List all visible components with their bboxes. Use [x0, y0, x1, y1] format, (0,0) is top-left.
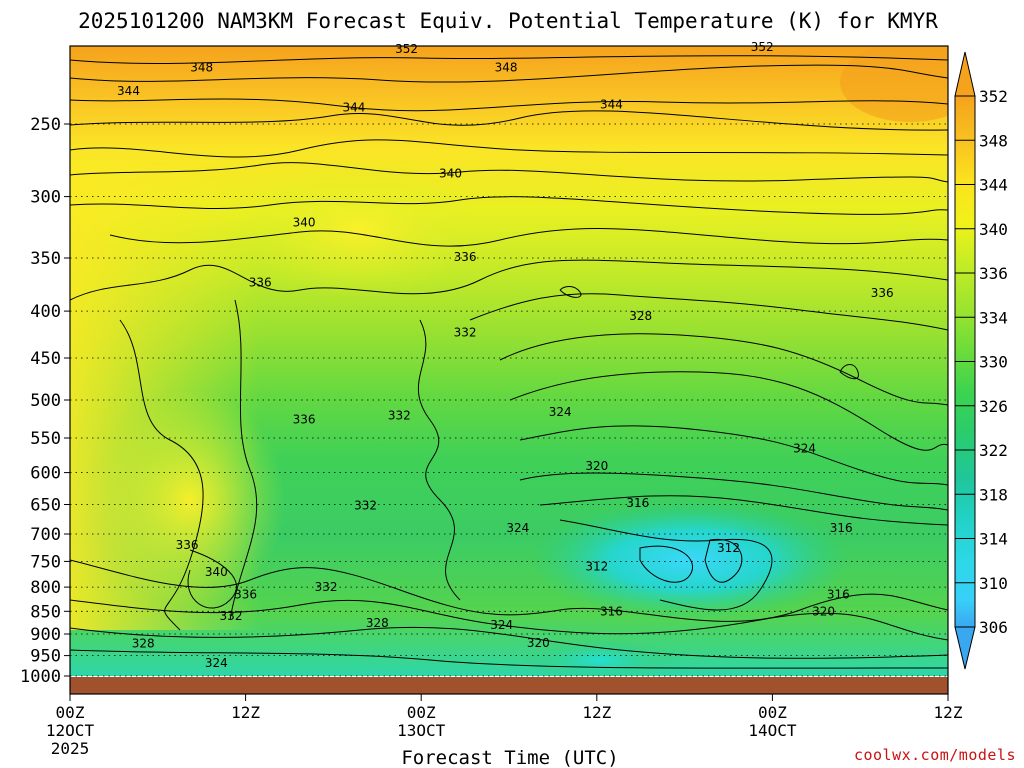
- colorbar: 352 348 344 340 336 334 330 326 322 318 314 310 306: [954, 51, 1008, 670]
- y-tick-label: 350: [30, 249, 61, 269]
- contour-label: 324: [506, 521, 529, 535]
- contour-label: 332: [315, 580, 338, 594]
- y-tick-label: 600: [30, 464, 61, 484]
- y-tick-label: 400: [30, 302, 61, 322]
- contour-label: 320: [585, 459, 608, 473]
- contour-label: 344: [600, 97, 623, 111]
- colorbar-label: 306: [979, 618, 1008, 637]
- contour-label: 336: [249, 275, 272, 289]
- colorbar-label: 348: [979, 131, 1008, 150]
- colorbar-label: 336: [979, 264, 1008, 283]
- x-tick-date: 13OCT: [397, 721, 446, 740]
- contour-label: 340: [293, 215, 316, 229]
- contour-label: 348: [190, 61, 213, 75]
- x-axis-label: Forecast Time (UTC): [401, 747, 618, 768]
- contour-label: 324: [490, 618, 513, 632]
- contour-label: 336: [176, 538, 199, 552]
- x-tick-label: 00Z: [56, 703, 85, 722]
- contour-label: 352: [751, 40, 774, 54]
- y-tick-label: 500: [30, 391, 61, 411]
- colorbar-label: 318: [979, 485, 1008, 504]
- pressure-gridlines: [70, 123, 948, 677]
- contour-label: 332: [220, 609, 243, 623]
- chart-title: 2025101200 NAM3KM Forecast Equiv. Potent…: [78, 9, 938, 33]
- y-tick-label: 550: [30, 429, 61, 449]
- contour-label: 344: [342, 101, 365, 115]
- colorbar-label: 344: [979, 176, 1008, 195]
- contour-label: 316: [626, 496, 649, 510]
- contour-label: 316: [600, 604, 623, 618]
- theta-e-field: [70, 46, 948, 676]
- y-tick-label: 250: [30, 115, 61, 135]
- ground-strip: [70, 677, 948, 694]
- contour-label: 324: [205, 656, 228, 670]
- contour-label: 328: [366, 616, 389, 630]
- x-tick-label: 00Z: [758, 703, 787, 722]
- x-tick-year: 2025: [51, 739, 90, 758]
- x-tick-label: 00Z: [407, 703, 436, 722]
- contour-labels: 352 352 348 348 344 344 344 340 340 336 336 336 332 3…: [117, 40, 894, 670]
- colorbar-label: 330: [979, 353, 1008, 372]
- y-tick-label: 1000: [20, 667, 61, 687]
- y-axis: 250 300 350 400 450 500 550 600 650 700 750 800 850 9…: [20, 115, 70, 687]
- colorbar-label: 326: [979, 397, 1008, 416]
- y-tick-label: 800: [30, 578, 61, 598]
- contour-label: 348: [495, 61, 518, 75]
- x-tick-date: 14OCT: [748, 721, 797, 740]
- x-tick-date: 12OCT: [46, 721, 95, 740]
- contour-label: 332: [454, 326, 477, 340]
- contour-label: 316: [827, 588, 850, 602]
- y-tick-label: 850: [30, 602, 61, 622]
- y-tick-label: 700: [30, 525, 61, 545]
- y-tick-label: 950: [30, 647, 61, 667]
- y-tick-label: 650: [30, 496, 61, 516]
- contour-label: 340: [205, 565, 228, 579]
- contour-label: 320: [527, 636, 550, 650]
- y-tick-label: 900: [30, 625, 61, 645]
- contour-label: 328: [629, 309, 652, 323]
- y-tick-label: 300: [30, 188, 61, 208]
- colorbar-label: 322: [979, 441, 1008, 460]
- plot-frame: [69, 45, 949, 695]
- contour-label: 324: [549, 405, 572, 419]
- x-tick-label: 12Z: [231, 703, 260, 722]
- contour-label: 324: [793, 442, 816, 456]
- x-tick-label: 12Z: [934, 703, 963, 722]
- site-credit[interactable]: coolwx.com/models: [853, 746, 1016, 764]
- y-tick-label: 750: [30, 552, 61, 572]
- contour-label: 336: [293, 412, 316, 426]
- contour-label: 344: [117, 84, 140, 98]
- contour-label: 312: [717, 541, 740, 555]
- contour-label: 340: [439, 166, 462, 180]
- contour-label: 352: [395, 42, 418, 56]
- colorbar-label: 314: [979, 530, 1008, 549]
- contour-label: 316: [830, 521, 853, 535]
- contour-label: 336: [454, 250, 477, 264]
- contour-label: 312: [585, 560, 608, 574]
- contour-lines: [70, 55, 948, 669]
- contour-label: 320: [812, 604, 835, 618]
- x-tick-label: 12Z: [582, 703, 611, 722]
- contour-label: 336: [871, 286, 894, 300]
- y-tick-label: 450: [30, 349, 61, 369]
- contour-label: 328: [132, 637, 155, 651]
- colorbar-label: 340: [979, 220, 1008, 239]
- colorbar-arrow-bottom: [954, 626, 976, 670]
- colorbar-label: 352: [979, 87, 1008, 106]
- contour-label: 336: [234, 588, 257, 602]
- colorbar-label: 334: [979, 308, 1008, 327]
- colorbar-arrow-top: [954, 51, 976, 97]
- contour-label: 332: [388, 409, 411, 423]
- colorbar-label: 310: [979, 574, 1008, 593]
- contour-label: 332: [354, 499, 377, 513]
